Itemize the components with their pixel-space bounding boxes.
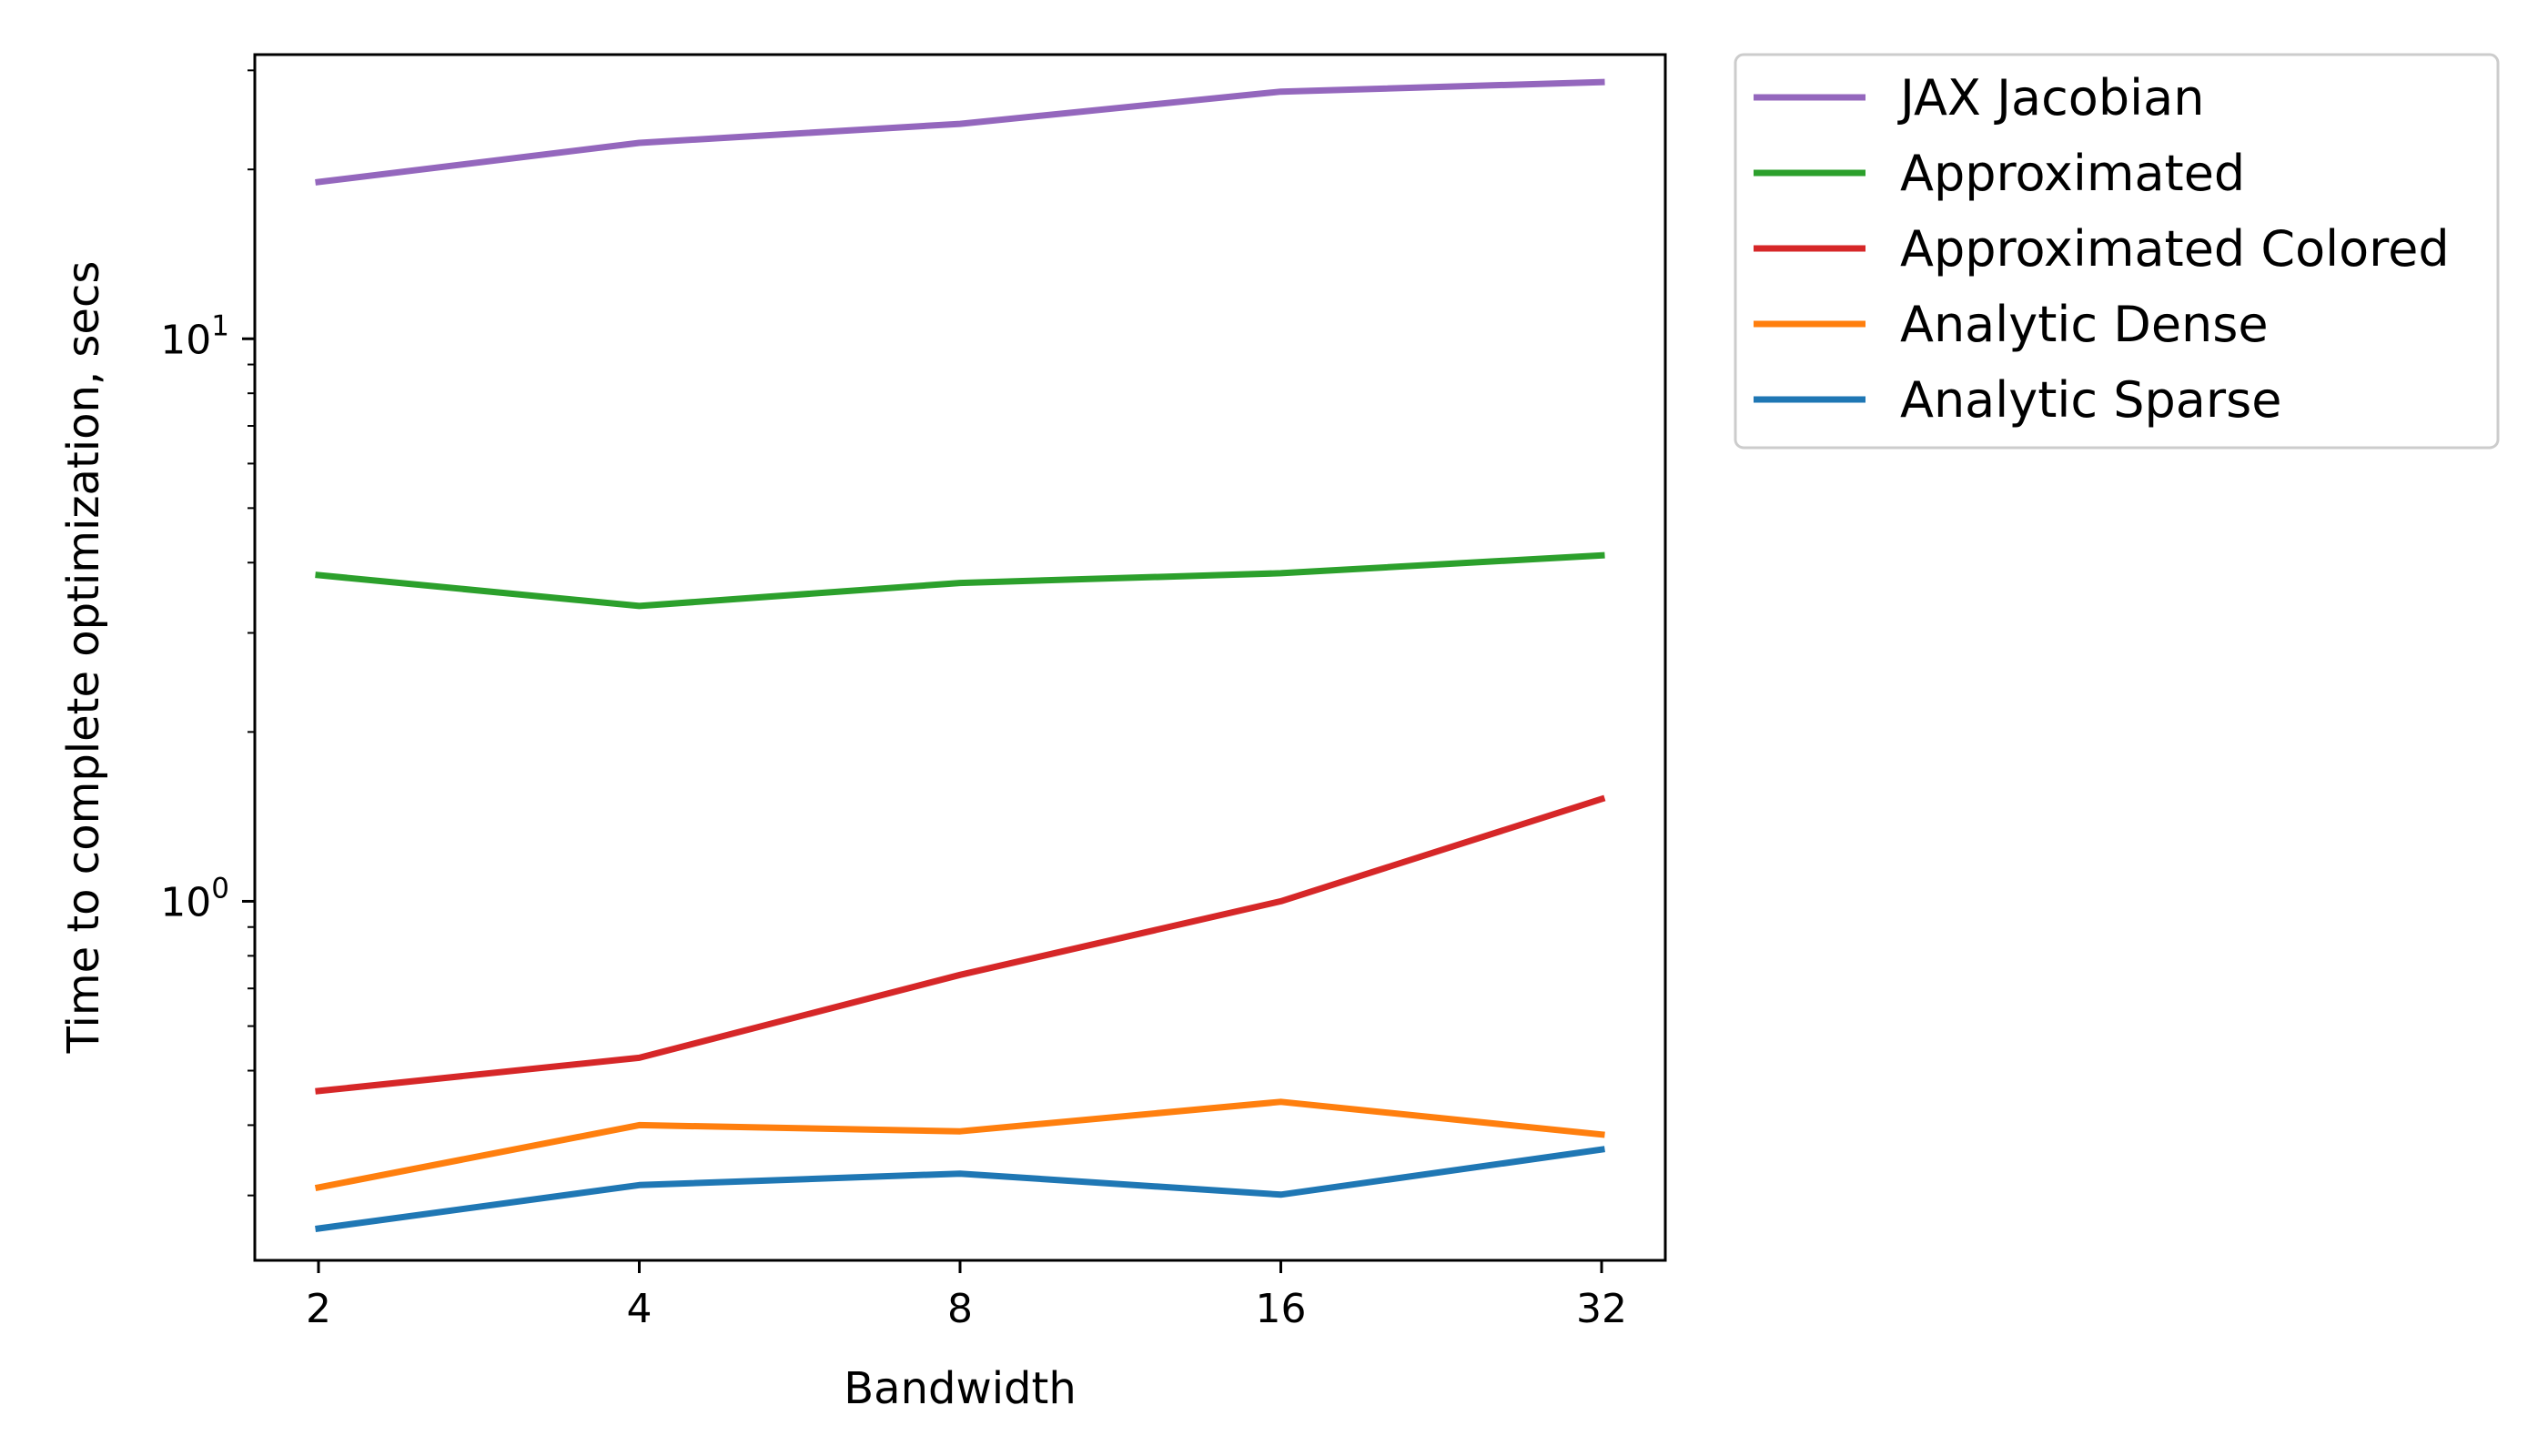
- x-axis: 2 4 8 16 32: [306, 1260, 1627, 1332]
- y-axis-label: Time to complete optimization, secs: [58, 261, 109, 1055]
- y-tick-label: 100: [160, 872, 229, 925]
- legend-label-analytic-dense: Analytic Dense: [1900, 296, 2269, 353]
- x-tick-label: 2: [306, 1286, 331, 1332]
- legend-label-jax-jacobian: JAX Jacobian: [1897, 69, 2204, 126]
- x-tick-label: 16: [1256, 1286, 1307, 1332]
- legend-label-approximated-colored: Approximated Colored: [1900, 220, 2450, 278]
- legend: JAX Jacobian Approximated Approximated Col…: [1734, 53, 2500, 450]
- legend-label-approximated: Approximated: [1900, 145, 2245, 202]
- series-line-analytic-dense: [314, 1098, 1605, 1192]
- x-axis-label: Bandwidth: [844, 1363, 1077, 1414]
- x-tick-label: 4: [627, 1286, 652, 1332]
- series-line-jax-jacobian: [315, 78, 1605, 186]
- x-tick-label: 32: [1576, 1286, 1627, 1332]
- series-line-approximated: [315, 551, 1605, 610]
- series-line-approximated-colored: [315, 794, 1606, 1095]
- series-line-analytic-sparse: [315, 1146, 1605, 1232]
- legend-label-analytic-sparse: Analytic Sparse: [1900, 371, 2281, 429]
- y-tick-label: 101: [160, 309, 229, 363]
- series-lines: [314, 78, 1606, 1232]
- y-axis: 100 101: [160, 69, 255, 1197]
- legend-frame: [1734, 53, 2500, 450]
- x-tick-label: 8: [947, 1286, 973, 1332]
